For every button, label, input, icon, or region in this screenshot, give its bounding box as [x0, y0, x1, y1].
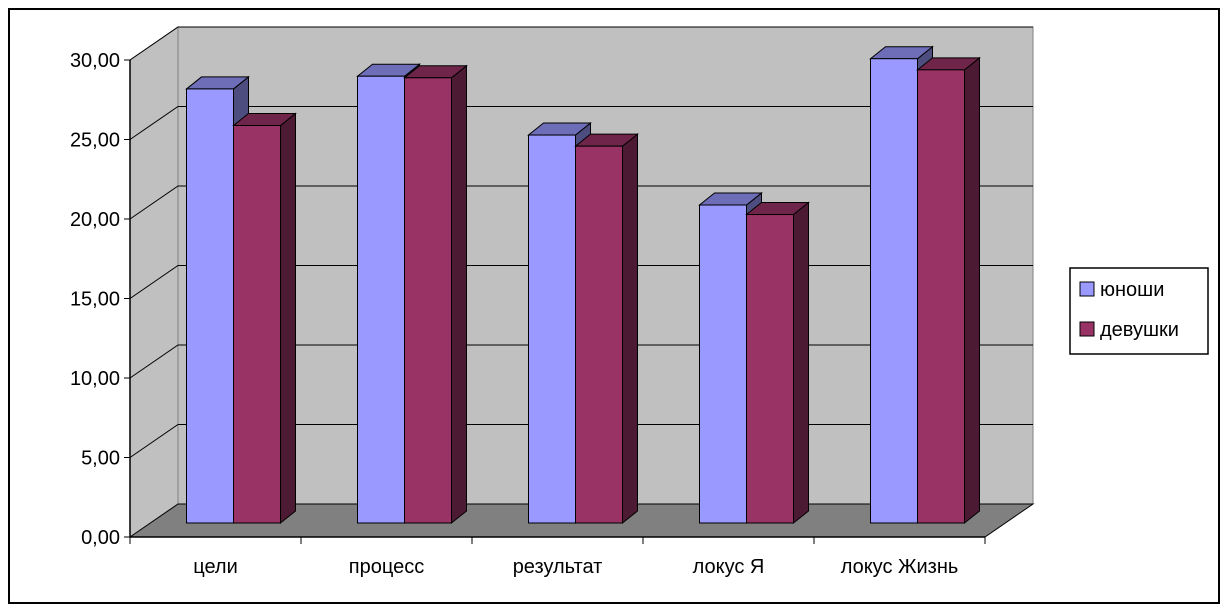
bar — [232, 112, 297, 525]
bar-front — [357, 75, 405, 524]
bar-front — [186, 88, 234, 524]
legend-swatch — [1079, 281, 1095, 297]
x-tick-label: локус Я — [693, 556, 765, 578]
x-tick-label: процесс — [349, 556, 424, 578]
bar — [916, 56, 981, 525]
bar — [403, 64, 468, 525]
x-tick-label: цели — [193, 556, 238, 578]
bar-front — [746, 214, 794, 524]
bar-front — [699, 204, 747, 524]
y-tick-label: 15,00 — [70, 289, 120, 311]
bar-side — [622, 133, 638, 525]
y-tick-label: 10,00 — [70, 368, 120, 390]
gridline — [129, 106, 1033, 140]
bar-front — [233, 125, 281, 524]
y-tick-label: 30,00 — [70, 50, 120, 72]
bar-front — [404, 77, 452, 524]
bar-front — [528, 134, 576, 524]
bar-side — [964, 56, 980, 525]
y-tick-label: 5,00 — [81, 448, 120, 470]
bar-side — [451, 64, 467, 525]
bar-side — [793, 201, 809, 525]
x-tick-label: результат — [513, 556, 603, 578]
bar — [745, 201, 810, 525]
bar-front — [917, 69, 965, 524]
legend-label: девушки — [1100, 319, 1179, 341]
legend-swatch — [1079, 321, 1095, 337]
bar — [574, 133, 639, 525]
bar-side — [280, 112, 296, 525]
bar-front — [870, 58, 918, 524]
x-tick-label: локус Жизнь — [841, 556, 959, 578]
gridline — [129, 26, 1033, 61]
gridline — [129, 185, 1033, 220]
y-tick-label: 20,00 — [70, 209, 120, 231]
bar-front — [575, 145, 623, 524]
legend-label: юноши — [1100, 279, 1164, 301]
y-tick-label: 0,00 — [81, 527, 120, 549]
y-tick-label: 25,00 — [70, 130, 120, 152]
